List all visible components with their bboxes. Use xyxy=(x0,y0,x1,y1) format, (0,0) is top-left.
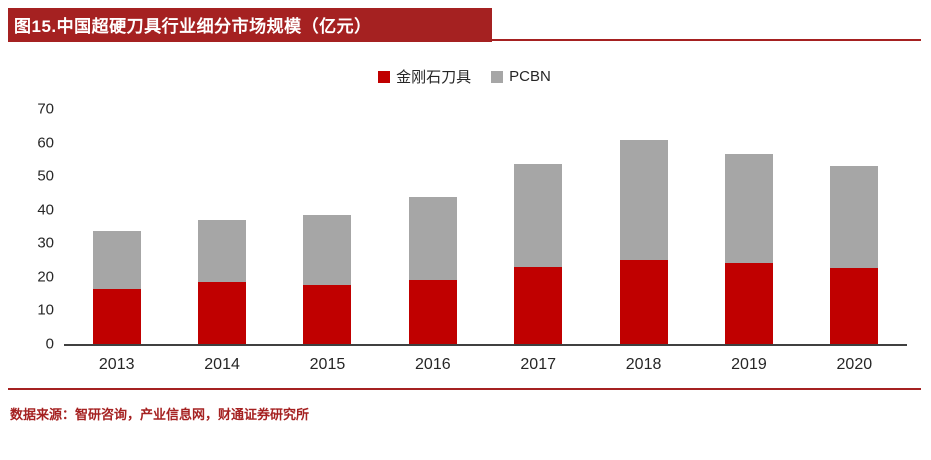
bar-segment-PCBN xyxy=(92,230,141,289)
y-tick-label: 20 xyxy=(37,268,54,286)
y-tick-label: 10 xyxy=(37,301,54,319)
x-tick-label: 2018 xyxy=(625,356,662,373)
bar-segment-金刚石刀具 xyxy=(408,280,457,344)
bar-group-2018 xyxy=(591,109,696,344)
y-tick-label: 40 xyxy=(37,201,54,219)
bar-stack xyxy=(303,214,352,344)
bar-group-2017 xyxy=(486,109,591,344)
legend-swatch-gray xyxy=(491,70,504,83)
y-axis: 70 60 50 40 30 20 10 0 xyxy=(22,102,64,352)
y-tick-label: 50 xyxy=(37,167,54,185)
bar-segment-PCBN xyxy=(514,164,563,267)
bar-segment-金刚石刀具 xyxy=(92,288,141,344)
x-tick-label: 2014 xyxy=(204,356,240,373)
x-tick-label: 2020 xyxy=(836,356,873,373)
stacked-bar-chart: 70 60 50 40 30 20 10 0 xyxy=(22,102,907,352)
source-note: 数据来源：智研咨询，产业信息网，财通证券研究所 xyxy=(10,407,310,422)
bar-group-2019 xyxy=(696,109,801,344)
bar-group-2014 xyxy=(169,109,274,344)
x-tick-label: 2017 xyxy=(520,356,556,373)
x-axis-labels: 2013 2014 2015 2016 2017 2018 2019 2020 xyxy=(64,346,907,374)
y-tick-label: 30 xyxy=(37,234,54,252)
x-tick-label: 2016 xyxy=(415,356,451,373)
bar-segment-PCBN xyxy=(830,166,879,269)
bar-segment-金刚石刀具 xyxy=(198,281,247,344)
legend-label: 金刚石刀具 xyxy=(396,69,472,86)
bar-group-2015 xyxy=(275,109,380,344)
bar-stack xyxy=(830,166,879,344)
bar-segment-PCBN xyxy=(303,214,352,286)
bar-stack xyxy=(92,230,141,344)
bar-segment-金刚石刀具 xyxy=(619,260,668,344)
bar-segment-金刚石刀具 xyxy=(830,268,879,344)
legend-label: PCBN xyxy=(509,68,551,85)
bar-stack xyxy=(408,197,457,344)
x-tick-label: 2015 xyxy=(309,356,346,373)
legend-swatch-red xyxy=(378,70,391,83)
bar-stack xyxy=(619,139,668,344)
bar-segment-PCBN xyxy=(198,219,247,282)
bar-stack xyxy=(198,219,247,344)
bottom-divider xyxy=(8,388,921,390)
bar-stack xyxy=(724,153,773,344)
chart-legend: 金刚石刀具 PCBN xyxy=(8,66,921,87)
figure-header: 图15.中国超硬刀具行业细分市场规模（亿元） xyxy=(8,8,921,42)
x-tick-label: 2013 xyxy=(98,356,135,373)
bar-segment-PCBN xyxy=(724,153,773,264)
legend-item-diamond-tools: 金刚石刀具 xyxy=(378,66,471,87)
bar-group-2020 xyxy=(802,109,907,344)
title-underline xyxy=(491,39,921,41)
bar-segment-PCBN xyxy=(408,197,457,281)
y-tick-label: 70 xyxy=(37,100,54,118)
figure-title: 图15.中国超硬刀具行业细分市场规模（亿元） xyxy=(8,8,492,42)
y-tick-label: 0 xyxy=(45,335,54,353)
bar-segment-金刚石刀具 xyxy=(303,285,352,344)
bar-segment-PCBN xyxy=(619,139,668,261)
bar-segment-金刚石刀具 xyxy=(724,263,773,344)
bar-stack xyxy=(514,164,563,344)
y-tick-label: 60 xyxy=(37,134,54,152)
legend-item-pcbn: PCBN xyxy=(491,68,551,85)
bar-group-2016 xyxy=(380,109,485,344)
report-figure: 图15.中国超硬刀具行业细分市场规模（亿元） 金刚石刀具 PCBN 70 60 50… xyxy=(8,8,921,422)
x-tick-label: 2019 xyxy=(731,356,767,373)
bar-segment-金刚石刀具 xyxy=(514,266,563,344)
bar-group-2013 xyxy=(64,109,169,344)
plot-area xyxy=(64,109,907,346)
